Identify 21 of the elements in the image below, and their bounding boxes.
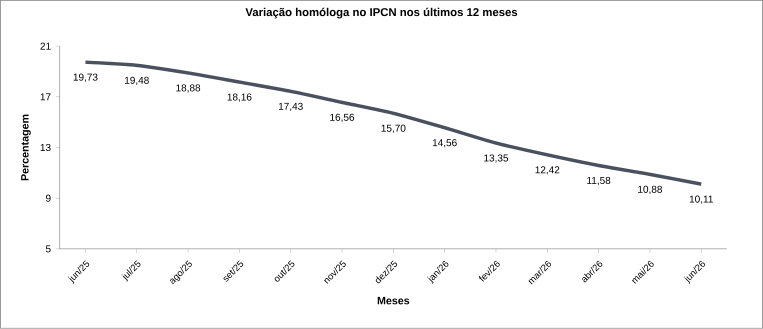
- data-label: 16,56: [330, 114, 354, 122]
- data-label: 11,58: [587, 177, 610, 186]
- data-label: 10,11: [690, 196, 713, 204]
- data-label: 10,88: [638, 186, 662, 194]
- y-tick-label: 5: [46, 246, 51, 253]
- data-label: 14,56: [432, 139, 457, 148]
- data-label: 18,88: [176, 84, 200, 93]
- y-tick-label: 9: [46, 194, 51, 202]
- data-label: 19,73: [74, 74, 98, 82]
- data-label: 18,16: [228, 94, 252, 102]
- data-label: 12,42: [536, 166, 560, 175]
- y-axis-title: Percentagem: [21, 114, 31, 180]
- data-label: 17,43: [278, 102, 303, 112]
- y-tick-label: 13: [40, 144, 51, 152]
- data-label: 13,35: [484, 154, 508, 163]
- chart-title: Variação homóloga no IPCN nos últimos 12 meses: [245, 8, 518, 19]
- data-label: 19,48: [124, 76, 149, 86]
- y-tick-label: 21: [40, 42, 51, 50]
- y-tick-label: 17: [40, 94, 51, 100]
- data-label: 15,70: [382, 124, 406, 134]
- x-axis-title: Meses: [378, 297, 410, 305]
